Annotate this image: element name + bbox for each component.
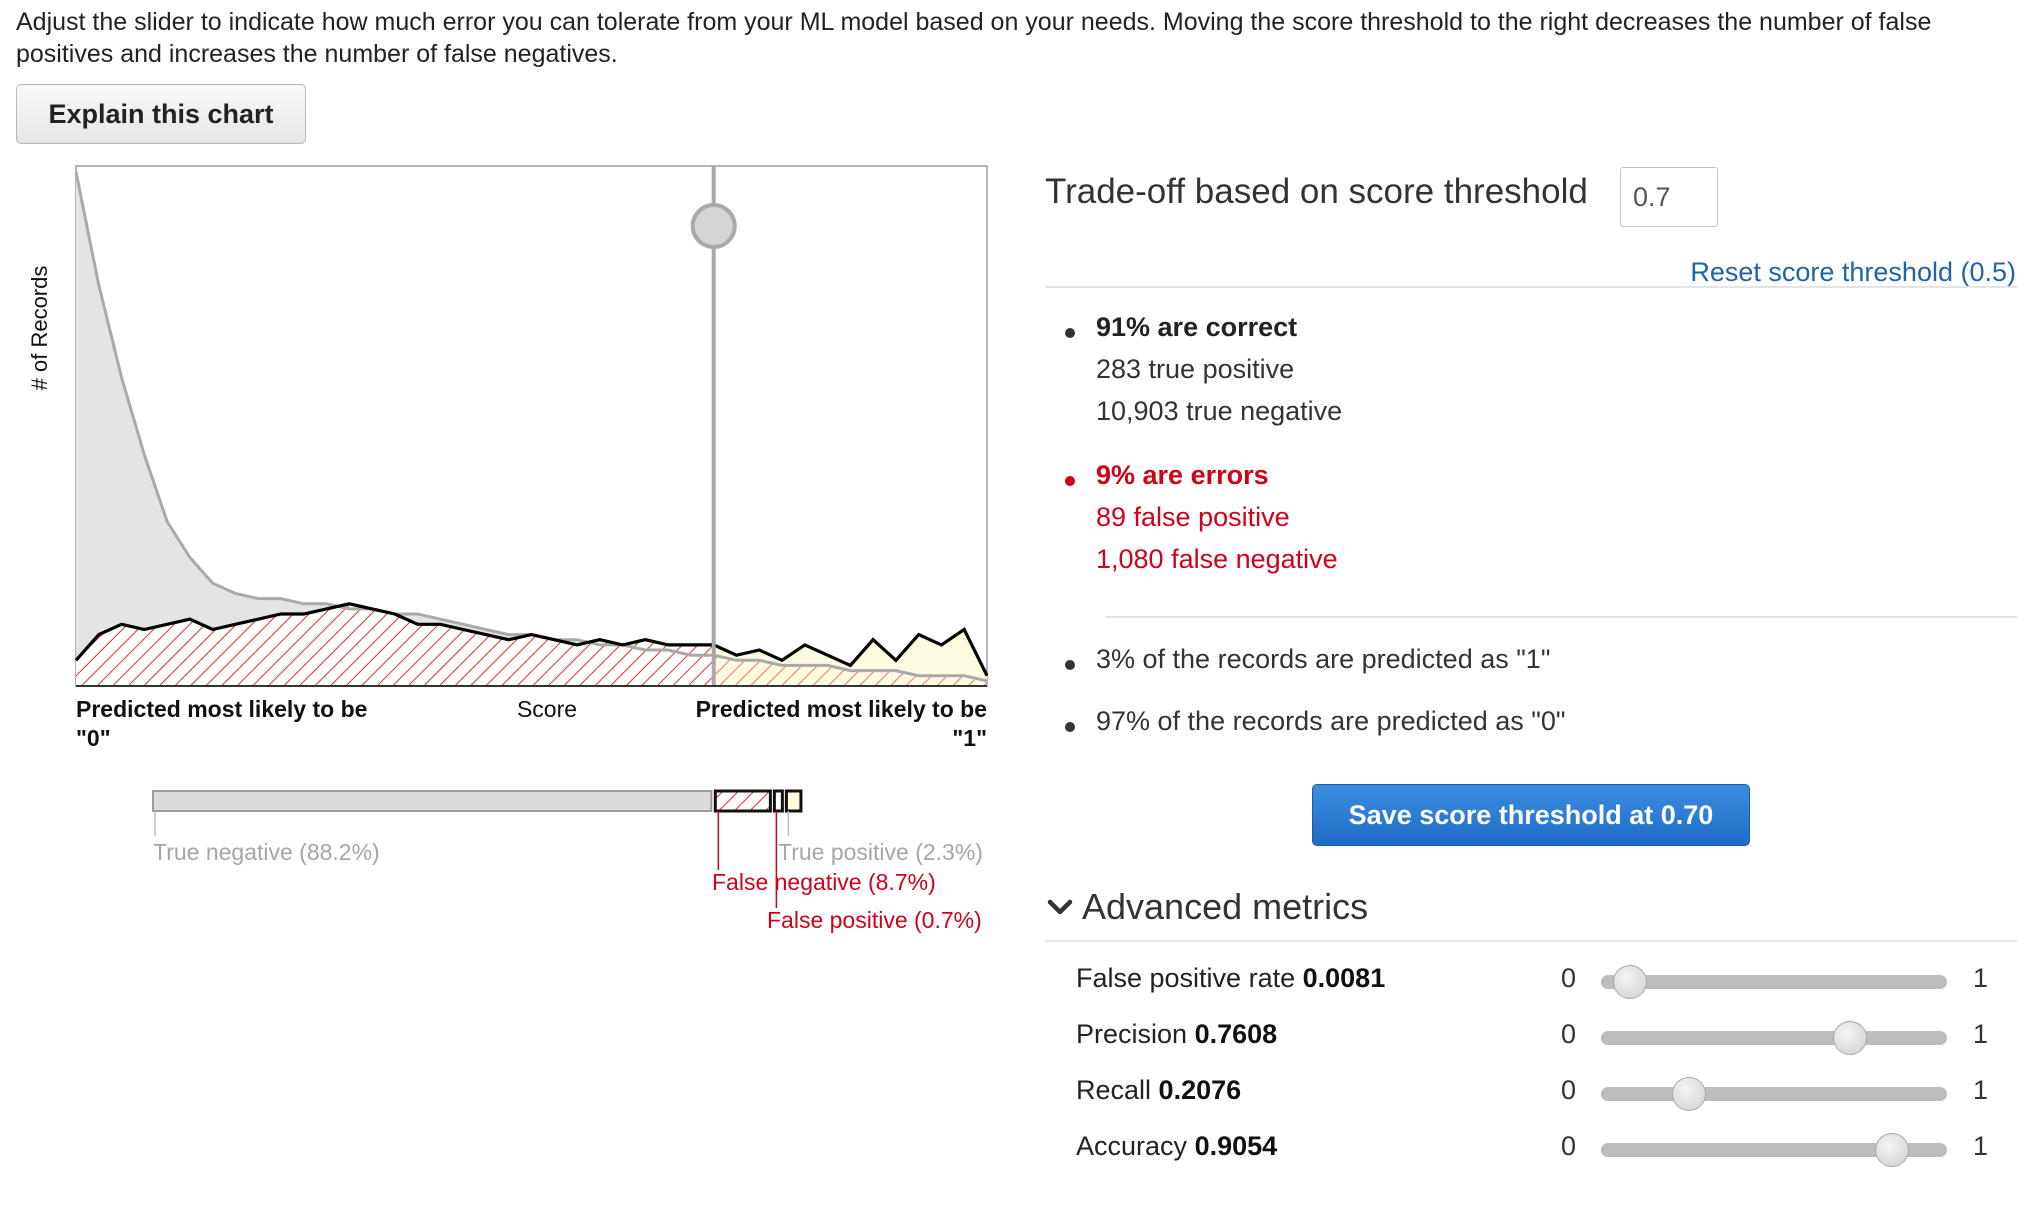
breakdown-bar xyxy=(152,789,803,908)
bullet-icon xyxy=(1065,722,1075,732)
true-negative-label: True negative (88.2%) xyxy=(153,839,380,865)
false-positive-count: 89 false positive xyxy=(1096,502,1290,532)
false-negative-label: False negative (8.7%) xyxy=(712,869,936,895)
reset-threshold-link[interactable]: Reset score threshold (0.5) xyxy=(1690,257,2016,287)
threshold-slider-handle[interactable] xyxy=(690,203,737,249)
errors-heading: 9% are errors xyxy=(1096,460,1269,490)
divider xyxy=(1045,940,2017,942)
slider-min-label: 0 xyxy=(1561,963,1577,993)
metric-name: Precision xyxy=(1076,1019,1188,1049)
right-caption-line2: "1" xyxy=(952,725,987,751)
advanced-metrics-heading: Advanced metrics xyxy=(1082,886,1369,927)
false-positive-segment xyxy=(772,789,784,813)
chart-svg: # of Records Predicted most likely to be… xyxy=(27,165,989,933)
slider-max-label: 1 xyxy=(1973,1075,1989,1105)
divider xyxy=(1045,286,2017,288)
bullet-icon xyxy=(1065,660,1075,670)
positive-distribution-line xyxy=(74,602,989,677)
false-negative-count: 1,080 false negative xyxy=(1096,544,1338,574)
true-positive-count: 283 true positive xyxy=(1096,354,1295,384)
tradeoff-title: Trade-off based on score threshold xyxy=(1045,172,1588,211)
true-positive-label: True positive (2.3%) xyxy=(778,839,983,865)
y-axis-label: # of Records xyxy=(27,266,52,391)
metric-slider-knob[interactable] xyxy=(1833,1021,1868,1055)
slider-min-label: 0 xyxy=(1561,1131,1577,1161)
score-threshold-input[interactable] xyxy=(1620,167,1718,227)
metric-name: False positive rate xyxy=(1076,963,1296,993)
explain-chart-button[interactable]: Explain this chart xyxy=(16,84,306,144)
metric-slider-track[interactable] xyxy=(1601,1077,1947,1111)
bullet-icon xyxy=(1065,328,1075,338)
metric-slider-knob[interactable] xyxy=(1613,965,1648,999)
advanced-metrics-toggle[interactable]: Advanced metrics xyxy=(1046,886,1368,928)
left-caption-line1: Predicted most likely to be xyxy=(76,696,367,722)
true-negative-segment xyxy=(152,790,713,812)
slider-min-label: 0 xyxy=(1561,1075,1577,1105)
left-caption-line2: "0" xyxy=(76,725,111,751)
true-negative-count: 10,903 true negative xyxy=(1096,396,1343,426)
right-caption-line1: Predicted most likely to be xyxy=(696,696,987,722)
false-negative-area xyxy=(76,603,712,686)
save-threshold-button[interactable]: Save score threshold at 0.70 xyxy=(1312,784,1750,846)
instructions-text: Adjust the slider to indicate how much e… xyxy=(16,8,1932,68)
slider-min-label: 0 xyxy=(1561,1019,1577,1049)
correct-heading: 91% are correct xyxy=(1096,312,1298,342)
metric-value: 0.2076 xyxy=(1158,1075,1242,1105)
false-negative-segment xyxy=(713,789,772,813)
metric-name: Recall xyxy=(1076,1075,1152,1105)
chevron-down-icon xyxy=(1047,899,1073,915)
score-distribution-chart: # of Records Predicted most likely to be… xyxy=(0,160,1010,950)
metric-slider-track[interactable] xyxy=(1601,1133,1947,1167)
divider xyxy=(1105,616,2017,618)
metric-value: 0.9054 xyxy=(1194,1131,1278,1161)
metric-value: 0.0081 xyxy=(1302,963,1386,993)
slider-max-label: 1 xyxy=(1973,1131,1989,1161)
predicted-zero-text: 97% of the records are predicted as "0" xyxy=(1096,706,1566,736)
metric-slider-knob[interactable] xyxy=(1671,1077,1706,1111)
true-positive-segment xyxy=(784,789,803,813)
bullet-icon xyxy=(1065,476,1075,486)
metric-slider-knob[interactable] xyxy=(1875,1133,1910,1167)
metric-name: Accuracy xyxy=(1076,1131,1188,1161)
x-axis-label: Score xyxy=(517,696,577,722)
metric-slider-track[interactable] xyxy=(1601,965,1947,999)
false-positive-label: False positive (0.7%) xyxy=(767,907,982,933)
metric-slider-track[interactable] xyxy=(1601,1021,1947,1055)
slider-max-label: 1 xyxy=(1973,963,1989,993)
predicted-one-text: 3% of the records are predicted as "1" xyxy=(1096,644,1551,674)
metric-value: 0.7608 xyxy=(1194,1019,1278,1049)
slider-max-label: 1 xyxy=(1973,1019,1989,1049)
